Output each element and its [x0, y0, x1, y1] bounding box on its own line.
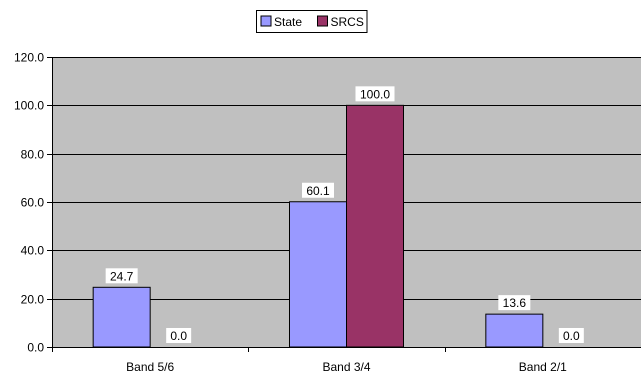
x-category-label: Band 5/6 [126, 360, 174, 374]
data-label-background [498, 295, 531, 311]
bars [92, 104, 544, 348]
bar-state-2 [289, 201, 347, 348]
data-label: 0.0 [563, 329, 580, 343]
y-tick-label: 20.0 [21, 293, 45, 307]
data-label: 100.0 [360, 87, 390, 101]
y-tick-label: 80.0 [21, 148, 45, 162]
data-label-background [558, 328, 584, 343]
data-label: 13.6 [503, 296, 527, 310]
legend-swatch-srcs [317, 15, 328, 27]
legend-box [256, 10, 368, 33]
data-label-background [302, 182, 334, 198]
x-category-label: Band 2/1 [519, 360, 567, 374]
bar-state-1 [92, 286, 151, 348]
data-label: 0.0 [170, 329, 187, 343]
data-labels: 24.7 0.0 60.1 100.0 13.6 0.0 [105, 86, 584, 343]
x-axis-category-labels: Band 5/6 Band 3/4 Band 2/1 [126, 360, 567, 374]
data-label-background [355, 86, 395, 102]
legend-label: SRCS [331, 15, 364, 29]
y-tick-label: 0.0 [27, 341, 44, 355]
y-tick-label: 60.0 [21, 196, 45, 210]
bar-state-3 [485, 313, 544, 348]
y-tick-label: 120.0 [14, 51, 44, 65]
data-label-background [166, 328, 192, 343]
legend-label: State [274, 15, 302, 29]
axes [52, 57, 641, 352]
y-tick-label: 100.0 [14, 99, 44, 113]
data-label: 24.7 [110, 269, 134, 283]
data-label-background [105, 268, 138, 284]
x-category-label: Band 3/4 [322, 360, 370, 374]
data-label: 60.1 [306, 184, 330, 198]
y-axis-tick-labels: 0.0 20.0 40.0 60.0 80.0 100.0 120.0 [14, 51, 44, 355]
chart-legend: State SRCS [256, 10, 368, 33]
legend-swatch-state [260, 15, 272, 27]
y-tick-label: 40.0 [21, 244, 45, 258]
bar-srcs-2 [346, 104, 404, 348]
